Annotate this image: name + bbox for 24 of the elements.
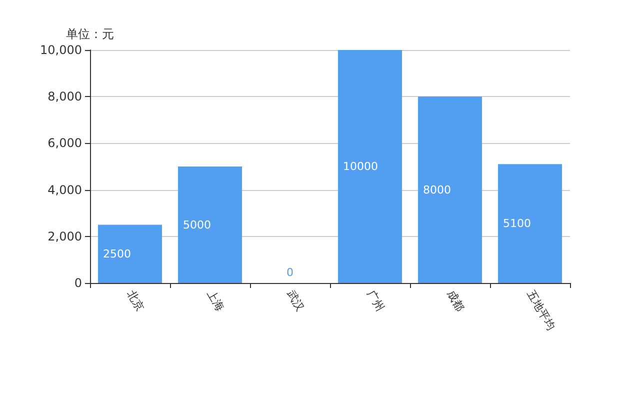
bar	[338, 50, 402, 283]
bar	[418, 96, 482, 283]
x-tick-label: 广州	[364, 288, 387, 314]
x-tick-label: 武汉	[284, 288, 307, 314]
y-tick-label: 8,000	[48, 90, 82, 104]
y-tick-label: 2,000	[48, 229, 82, 244]
x-tick-label: 上海	[204, 288, 227, 314]
bar	[98, 224, 162, 283]
x-tick-label: 成都	[444, 288, 467, 314]
data-label: 0	[286, 266, 294, 279]
data-label: 2500	[103, 247, 131, 260]
data-label: 8000	[423, 183, 451, 196]
data-label: 10000	[343, 160, 378, 173]
x-tick-label: 五地平均	[524, 288, 558, 332]
y-tick-label: 10,000	[40, 43, 82, 57]
y-axis-title: 单位：元	[66, 27, 114, 41]
data-label: 5100	[503, 217, 531, 230]
y-tick-label: 0	[74, 276, 82, 290]
bar	[178, 166, 242, 283]
y-tick-label: 4,000	[48, 182, 82, 197]
y-tick-label: 6,000	[48, 136, 82, 150]
bar	[498, 164, 562, 283]
data-label: 5000	[183, 218, 211, 232]
x-tick-label: 北京	[124, 288, 147, 314]
